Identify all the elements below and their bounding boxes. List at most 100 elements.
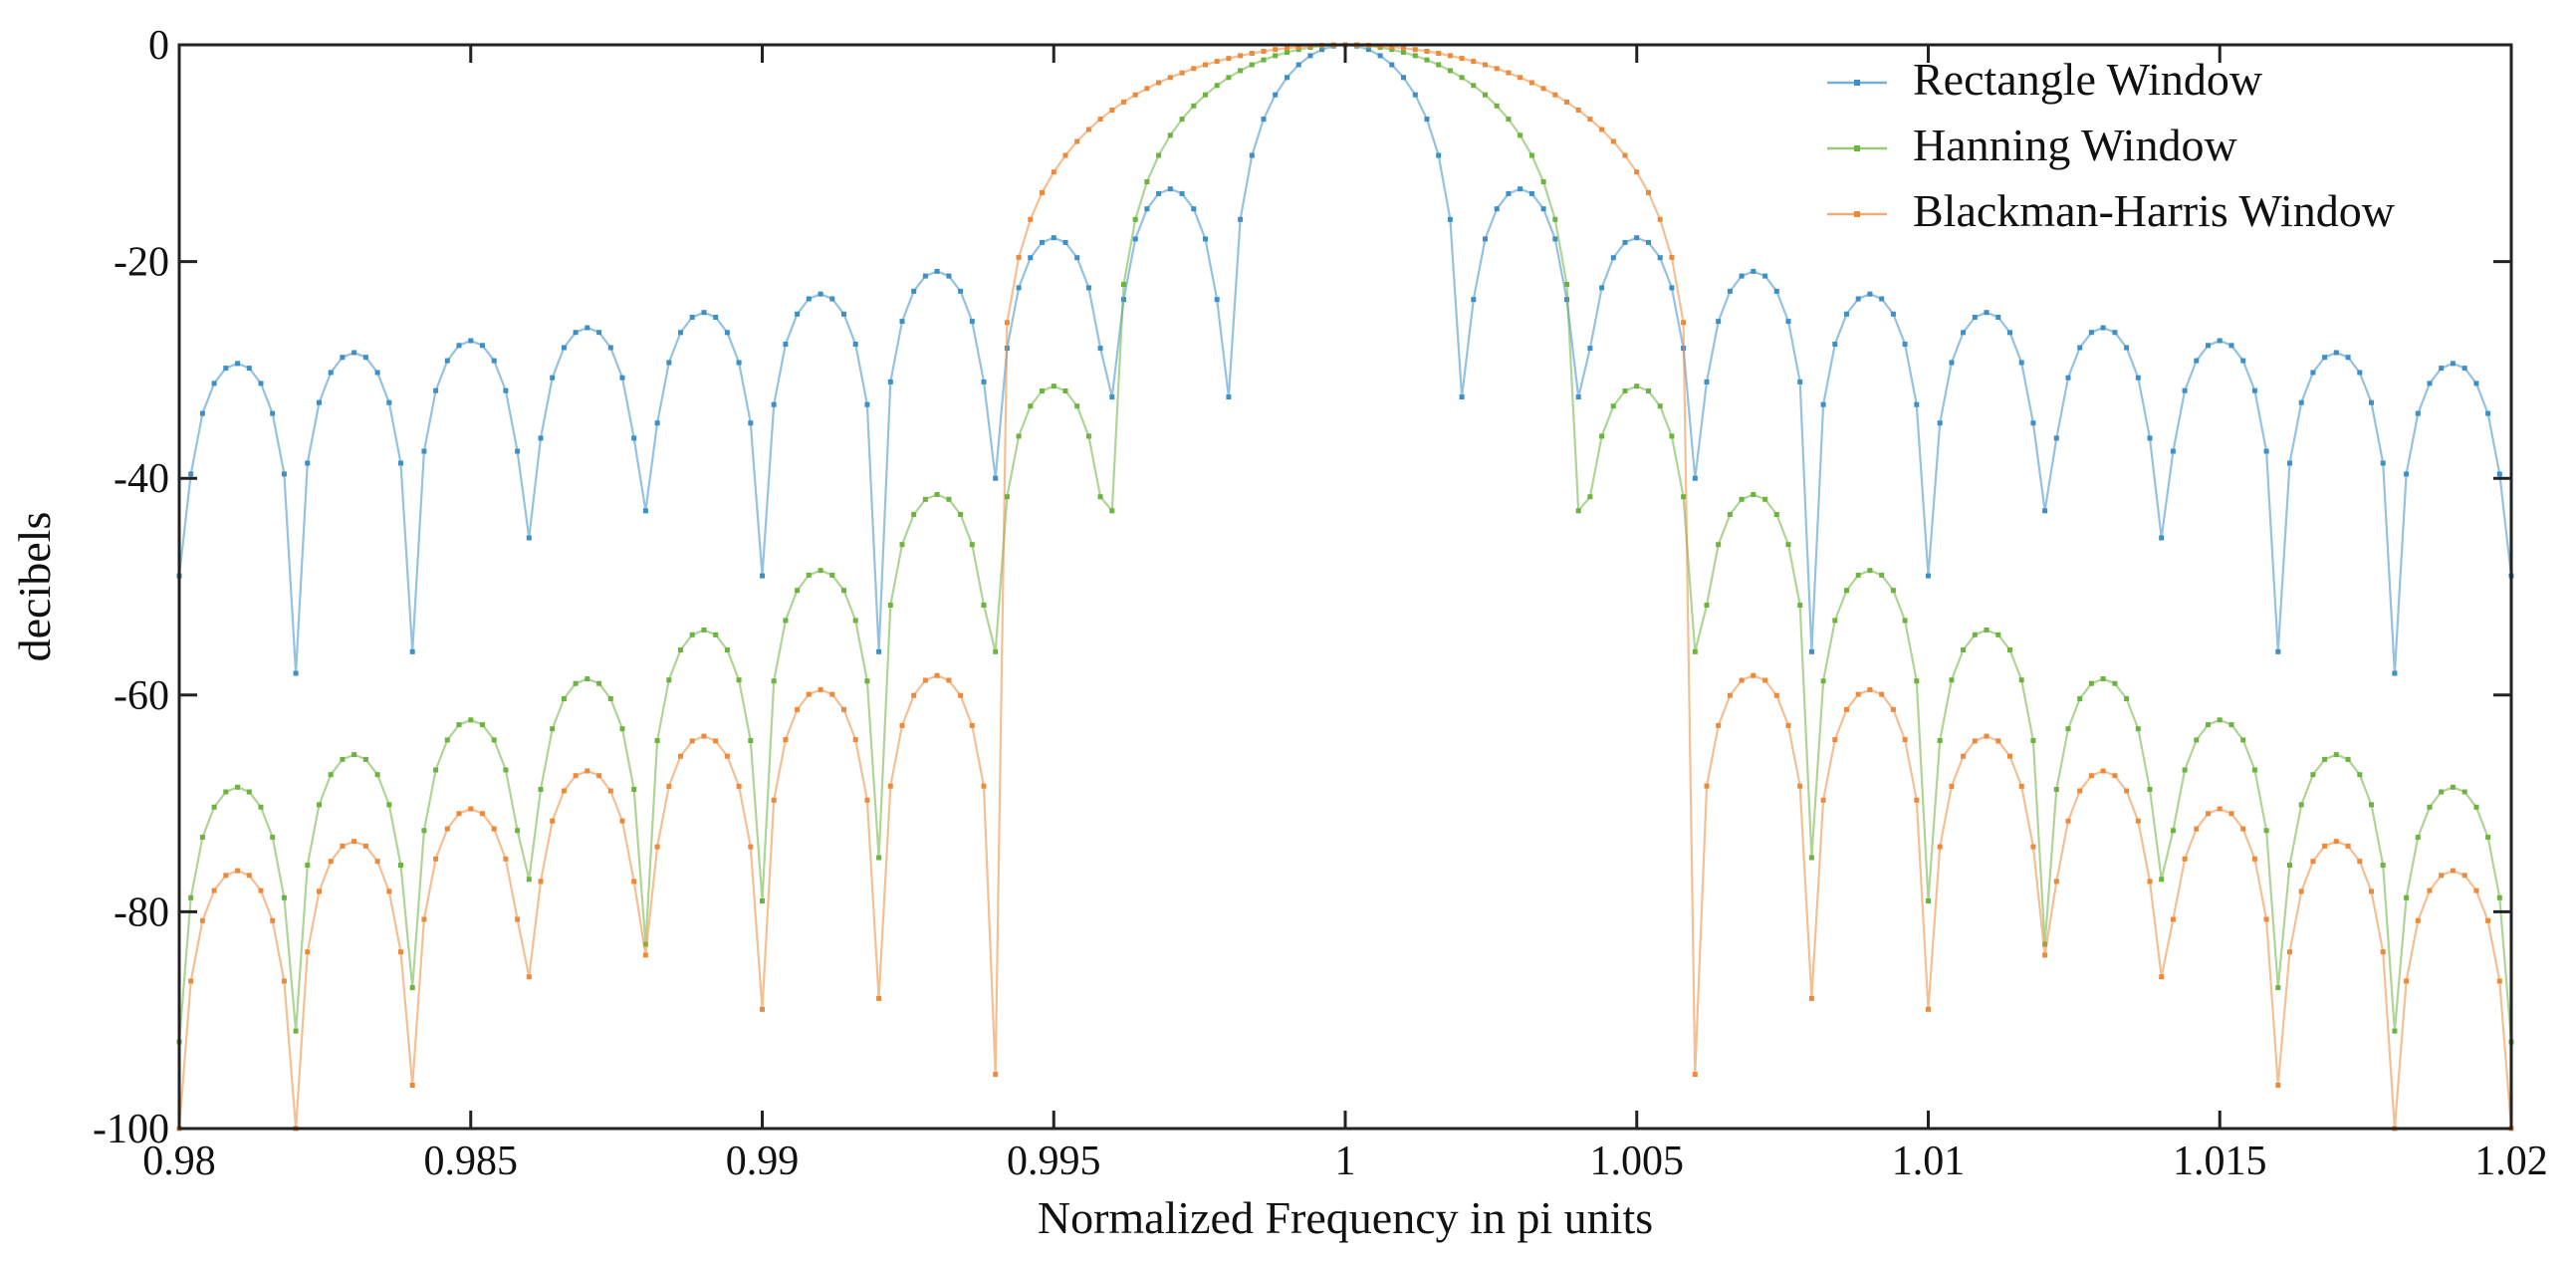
data-point: [642, 952, 648, 958]
data-point: [293, 670, 299, 676]
data-point: [2217, 338, 2223, 344]
data-point: [1389, 44, 1395, 50]
data-point: [1879, 691, 1885, 697]
x-tick-label: 1: [1335, 1138, 1356, 1184]
data-point: [1914, 678, 1920, 684]
data-point: [1879, 572, 1885, 578]
data-point: [2298, 802, 2304, 808]
data-point: [1599, 285, 1605, 291]
data-point: [1132, 92, 1138, 98]
data-point: [1249, 62, 1255, 68]
data-point: [1214, 59, 1220, 65]
y-tick-label: -80: [114, 889, 169, 935]
data-point: [1832, 618, 1838, 624]
data-point: [444, 737, 450, 743]
data-point: [1436, 51, 1442, 56]
data-point: [1622, 388, 1628, 393]
data-point: [654, 844, 660, 850]
x-tick-label: 0.98: [142, 1138, 216, 1184]
data-point: [2135, 726, 2141, 732]
data-point: [2380, 863, 2386, 869]
data-point: [1622, 152, 1628, 158]
data-point: [1995, 315, 2001, 320]
data-point: [1062, 239, 1068, 245]
data-point: [2077, 345, 2083, 351]
data-point: [1937, 844, 1943, 850]
data-point: [1808, 855, 1814, 861]
data-point: [1459, 394, 1465, 400]
x-tick-label: 1.015: [2173, 1138, 2267, 1184]
data-point: [701, 628, 707, 632]
data-point: [1412, 47, 1418, 53]
data-point: [969, 542, 975, 548]
data-point: [1483, 62, 1488, 68]
data-point: [503, 767, 509, 773]
data-point: [678, 330, 683, 336]
data-point: [538, 787, 544, 792]
data-point: [2380, 949, 2386, 955]
data-point: [281, 894, 287, 900]
data-point: [1447, 216, 1453, 222]
data-point: [596, 773, 602, 779]
data-point: [1016, 254, 1022, 260]
data-point: [2275, 985, 2281, 991]
data-point: [2310, 370, 2316, 376]
data-point: [199, 917, 205, 923]
data-point: [841, 588, 846, 594]
data-point: [864, 797, 870, 803]
data-point: [2263, 916, 2269, 922]
data-point: [1739, 677, 1745, 683]
data-point: [922, 496, 928, 502]
data-point: [1518, 186, 1523, 192]
data-point: [1914, 401, 1920, 407]
data-point: [1902, 342, 1908, 347]
data-point: [2439, 789, 2445, 795]
data-point: [270, 835, 276, 840]
data-point: [235, 868, 241, 874]
data-point: [1051, 169, 1056, 175]
data-point: [374, 370, 380, 376]
data-point: [713, 632, 719, 637]
data-point: [1016, 433, 1022, 439]
data-point: [1751, 268, 1756, 274]
data-point: [1447, 68, 1453, 74]
data-point: [2053, 879, 2059, 885]
data-point: [1285, 75, 1289, 81]
data-point: [2147, 435, 2153, 441]
data-point: [806, 572, 812, 578]
data-point: [2415, 917, 2421, 923]
data-point: [317, 888, 322, 894]
data-point: [2392, 1028, 2398, 1034]
data-point: [1365, 47, 1371, 53]
data-point: [1389, 62, 1395, 68]
data-point: [1844, 588, 1849, 594]
data-point: [1564, 282, 1569, 287]
data-point: [1984, 628, 1990, 632]
data-point: [1762, 677, 1768, 683]
data-point: [2322, 355, 2328, 361]
x-tick-label: 0.99: [726, 1138, 800, 1184]
data-point: [1890, 588, 1896, 594]
data-point: [1273, 53, 1279, 59]
data-point: [1401, 45, 1406, 51]
data-point: [2333, 752, 2339, 758]
data-point: [1028, 216, 1034, 222]
legend-item: Blackman-Harris Window: [1827, 185, 2396, 236]
data-point: [1004, 494, 1010, 500]
data-point: [2007, 753, 2012, 759]
data-point: [1191, 206, 1197, 212]
data-point: [1575, 508, 1581, 514]
data-point: [2298, 888, 2304, 894]
data-point: [491, 826, 497, 832]
data-point: [1085, 126, 1091, 132]
data-point: [1121, 99, 1126, 105]
y-tick-label: -40: [114, 456, 169, 502]
data-point: [1937, 738, 1943, 743]
data-point: [1890, 311, 1896, 317]
data-point: [1074, 255, 1080, 261]
data-point: [1494, 66, 1500, 72]
data-point: [305, 863, 311, 869]
data-point: [1704, 783, 1710, 789]
data-point: [2170, 916, 2176, 922]
data-point: [362, 756, 368, 762]
